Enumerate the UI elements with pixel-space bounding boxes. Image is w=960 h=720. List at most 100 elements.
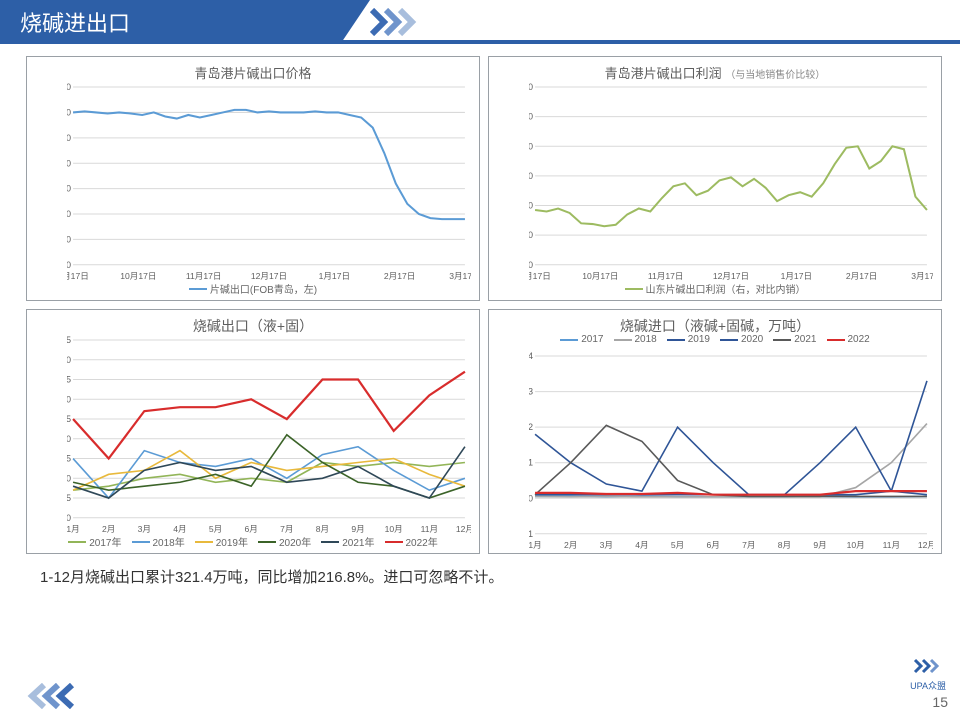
svg-text:7月: 7月 bbox=[742, 540, 755, 550]
legend-item: 2018 bbox=[614, 334, 657, 345]
svg-text:8月: 8月 bbox=[778, 540, 791, 550]
legend-item: 2022 bbox=[827, 334, 870, 345]
svg-text:9月: 9月 bbox=[813, 540, 826, 550]
svg-text:2: 2 bbox=[529, 422, 533, 432]
footer-chevron-icon bbox=[6, 683, 76, 714]
page-title-bar: 烧碱进出口 bbox=[0, 0, 370, 44]
svg-text:4月: 4月 bbox=[173, 524, 186, 534]
svg-text:1: 1 bbox=[529, 458, 533, 468]
svg-text:15: 15 bbox=[67, 454, 71, 464]
chart-price-title: 青岛港片碱出口价格 bbox=[27, 57, 479, 84]
legend-item: 2021 bbox=[773, 334, 816, 345]
svg-text:12月17日: 12月17日 bbox=[251, 271, 287, 281]
svg-text:9月: 9月 bbox=[351, 524, 364, 534]
svg-text:500: 500 bbox=[67, 209, 71, 219]
svg-text:3月17日: 3月17日 bbox=[449, 271, 471, 281]
svg-text:10: 10 bbox=[67, 473, 71, 483]
logo-text: UPA众盟 bbox=[910, 681, 946, 691]
chart-profit: 青岛港片碱出口利润 （与当地销售价比较） -400-20002004006008… bbox=[488, 56, 942, 301]
legend-item: 2020年 bbox=[258, 534, 311, 549]
svg-text:0: 0 bbox=[67, 513, 71, 523]
svg-text:400: 400 bbox=[67, 260, 71, 270]
svg-text:12月: 12月 bbox=[456, 524, 471, 534]
svg-text:35: 35 bbox=[67, 375, 71, 385]
svg-text:11月17日: 11月17日 bbox=[186, 271, 222, 281]
svg-text:40: 40 bbox=[67, 355, 71, 365]
svg-text:25: 25 bbox=[67, 414, 71, 424]
svg-text:1月17日: 1月17日 bbox=[319, 271, 350, 281]
svg-text:400: 400 bbox=[529, 141, 533, 151]
svg-text:45: 45 bbox=[67, 336, 71, 345]
svg-text:2月17日: 2月17日 bbox=[384, 271, 415, 281]
legend-item: 2021年 bbox=[321, 534, 374, 549]
svg-text:20: 20 bbox=[67, 434, 71, 444]
svg-text:5月: 5月 bbox=[209, 524, 222, 534]
svg-text:9月17日: 9月17日 bbox=[529, 271, 551, 281]
legend-item: 2019 bbox=[667, 334, 710, 345]
chart-profit-legend: 山东片碱出口利润（右，对比内销） bbox=[489, 281, 941, 296]
svg-text:3: 3 bbox=[529, 387, 533, 397]
charts-grid: 青岛港片碱出口价格 4004505005506006507007509月17日1… bbox=[0, 44, 960, 558]
svg-text:2月17日: 2月17日 bbox=[846, 271, 877, 281]
svg-text:9月17日: 9月17日 bbox=[67, 271, 89, 281]
svg-text:3月17日: 3月17日 bbox=[911, 271, 933, 281]
chart-profit-title-text: 青岛港片碱出口利润 bbox=[605, 66, 722, 81]
chart-price-svg: 4004505005506006507007509月17日10月17日11月17… bbox=[67, 83, 471, 285]
chart-export-title: 烧碱出口（液+固） bbox=[27, 310, 479, 338]
svg-text:650: 650 bbox=[67, 133, 71, 143]
svg-text:-1: -1 bbox=[529, 529, 533, 539]
svg-text:30: 30 bbox=[67, 394, 71, 404]
svg-text:10月: 10月 bbox=[847, 540, 865, 550]
chart-import-legend: 2017 2018 2019 2020 2021 2022 bbox=[489, 334, 941, 345]
svg-text:700: 700 bbox=[67, 107, 71, 117]
legend-item: 2017 bbox=[560, 334, 603, 345]
svg-text:12月: 12月 bbox=[918, 540, 933, 550]
legend-item: 2019年 bbox=[195, 534, 248, 549]
svg-text:10月17日: 10月17日 bbox=[582, 271, 618, 281]
page-number: 15 bbox=[932, 694, 948, 710]
footnote: 1-12月烧碱出口累计321.4万吨，同比增加216.8%。进口可忽略不计。 bbox=[0, 558, 960, 587]
logo: UPA众盟 bbox=[910, 657, 946, 692]
svg-text:8月: 8月 bbox=[316, 524, 329, 534]
svg-text:4月: 4月 bbox=[635, 540, 648, 550]
svg-text:-200: -200 bbox=[529, 230, 533, 240]
svg-text:3月: 3月 bbox=[138, 524, 151, 534]
chart-price-legend-label: 片碱出口(FOB青岛，左) bbox=[210, 281, 317, 296]
svg-text:6月: 6月 bbox=[707, 540, 720, 550]
svg-text:750: 750 bbox=[67, 83, 71, 92]
svg-text:1月17日: 1月17日 bbox=[781, 271, 812, 281]
svg-text:1月: 1月 bbox=[67, 524, 80, 534]
logo-mark-icon bbox=[912, 657, 946, 679]
legend-item: 2017年 bbox=[68, 534, 121, 549]
svg-text:4: 4 bbox=[529, 352, 533, 361]
svg-text:0: 0 bbox=[529, 493, 533, 503]
chart-profit-subtitle: （与当地销售价比较） bbox=[725, 70, 825, 81]
svg-text:12月17日: 12月17日 bbox=[713, 271, 749, 281]
page-title: 烧碱进出口 bbox=[20, 6, 130, 38]
svg-text:200: 200 bbox=[529, 171, 533, 181]
svg-text:5: 5 bbox=[67, 493, 71, 503]
svg-text:1月: 1月 bbox=[529, 540, 542, 550]
chart-profit-legend-label: 山东片碱出口利润（右，对比内销） bbox=[646, 281, 806, 296]
svg-text:3月: 3月 bbox=[600, 540, 613, 550]
chart-profit-title: 青岛港片碱出口利润 （与当地销售价比较） bbox=[489, 57, 941, 84]
svg-text:6月: 6月 bbox=[245, 524, 258, 534]
chart-export-svg: 0510152025303540451月2月3月4月5月6月7月8月9月10月1… bbox=[67, 336, 471, 538]
chart-import: 烧碱进口（液碱+固碱，万吨） 201720182019202020212022 … bbox=[488, 309, 942, 554]
legend-item: 2022年 bbox=[385, 534, 438, 549]
legend-item: 2020 bbox=[720, 334, 763, 345]
chart-profit-svg: -400-20002004006008009月17日10月17日11月17日12… bbox=[529, 83, 933, 285]
legend-item: 2018年 bbox=[132, 534, 185, 549]
chart-export: 烧碱出口（液+固） 0 5 10 15 20 25 30 35 40 45 1月 2月 3月 4月 5月 6月… bbox=[26, 309, 480, 554]
svg-text:10月17日: 10月17日 bbox=[120, 271, 156, 281]
svg-text:2月: 2月 bbox=[102, 524, 115, 534]
svg-text:5月: 5月 bbox=[671, 540, 684, 550]
chart-export-legend: 2017年 2018年 2019年 2020年 2021年 2022年 bbox=[27, 534, 479, 549]
svg-text:600: 600 bbox=[67, 158, 71, 168]
title-chevron-icon bbox=[370, 0, 430, 44]
svg-text:800: 800 bbox=[529, 83, 533, 92]
chart-import-svg: -1012341月2月3月4月5月6月7月8月9月10月11月12月 bbox=[529, 352, 933, 554]
svg-text:11月: 11月 bbox=[421, 524, 438, 534]
svg-text:10月: 10月 bbox=[385, 524, 403, 534]
svg-text:11月17日: 11月17日 bbox=[648, 271, 684, 281]
